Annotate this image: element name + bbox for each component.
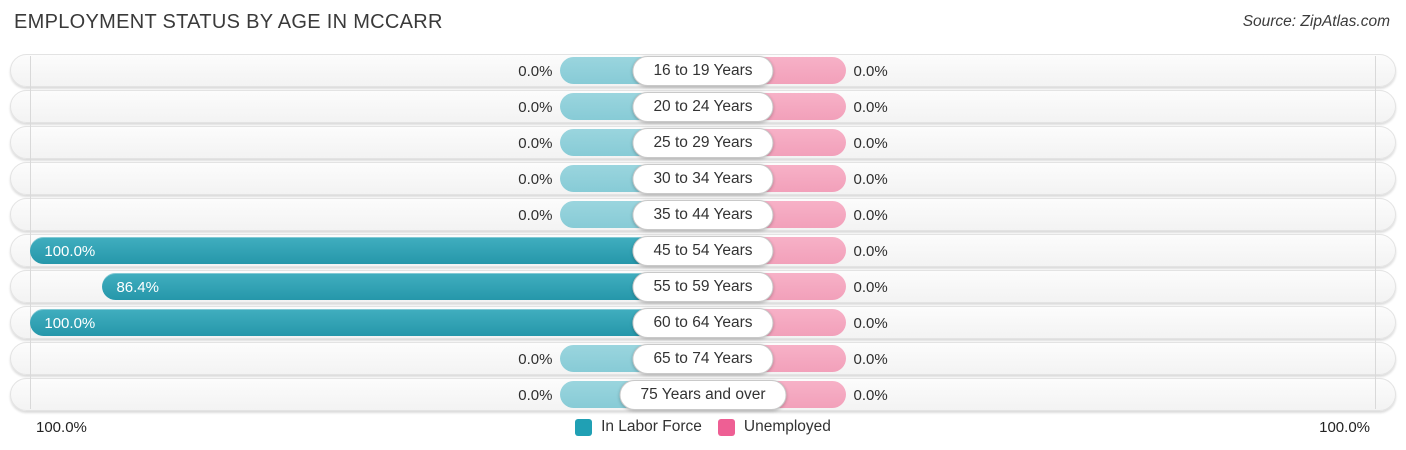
chart-area: 0.0% 0.0% 16 to 19 Years 0.0% 0.0% 20 to 24 Y… [10,54,1396,411]
age-group-label: 75 Years and over [619,380,787,410]
unemployed-value: 0.0% [853,243,888,260]
chart-header: EMPLOYMENT STATUS BY AGE IN MCCARR Sourc… [0,0,1406,54]
in-labor-force-value: 86.4% [116,279,159,296]
age-group-label: 60 to 64 Years [632,308,774,338]
unemployed-value: 0.0% [853,99,888,116]
chart-row: 100.0% 0.0% 45 to 54 Years [10,234,1396,267]
in-labor-force-value: 100.0% [44,243,96,260]
in-labor-force-value: 0.0% [518,387,553,404]
chart-row: 0.0% 0.0% 35 to 44 Years [10,198,1396,231]
age-group-label: 55 to 59 Years [632,272,774,302]
in-labor-force-value: 0.0% [518,135,553,152]
unemployed-value: 0.0% [853,387,888,404]
legend-swatch-unemployed [717,418,735,436]
axis-gridline-left [30,56,31,409]
in-labor-force-value: 0.0% [518,171,553,188]
legend-item-in-labor-force: In Labor Force [575,418,702,436]
chart-row: 86.4% 0.0% 55 to 59 Years [10,270,1396,303]
axis-gridline-right [1375,56,1376,409]
legend-label-in-labor-force: In Labor Force [601,418,702,435]
unemployed-value: 0.0% [853,63,888,80]
unemployed-value: 0.0% [853,315,888,332]
age-group-label: 16 to 19 Years [632,56,774,86]
in-labor-force-value: 100.0% [44,315,96,332]
unemployed-value: 0.0% [853,351,888,368]
age-group-label: 65 to 74 Years [632,344,774,374]
in-labor-force-value: 0.0% [518,99,553,116]
chart-row: 0.0% 0.0% 20 to 24 Years [10,90,1396,123]
age-group-label: 35 to 44 Years [632,200,774,230]
chart-row: 0.0% 0.0% 25 to 29 Years [10,126,1396,159]
chart-row: 100.0% 0.0% 60 to 64 Years [10,306,1396,339]
axis-max-label-right: 100.0% [1319,418,1370,436]
chart-row: 0.0% 0.0% 30 to 34 Years [10,162,1396,195]
page-title: EMPLOYMENT STATUS BY AGE IN MCCARR [14,11,443,33]
in-labor-force-bar [30,237,703,264]
legend-label-unemployed: Unemployed [743,418,831,435]
in-labor-force-bar [102,273,703,300]
axis-max-label-left: 100.0% [36,418,87,436]
chart-row: 0.0% 0.0% 75 Years and over [10,378,1396,411]
chart-row: 0.0% 0.0% 16 to 19 Years [10,54,1396,87]
age-group-label: 30 to 34 Years [632,164,774,194]
legend: In Labor Force Unemployed [575,418,831,436]
legend-item-unemployed: Unemployed [717,418,831,436]
unemployed-value: 0.0% [853,207,888,224]
age-group-label: 25 to 29 Years [632,128,774,158]
chart-rows: 0.0% 0.0% 16 to 19 Years 0.0% 0.0% 20 to 24 Y… [10,54,1396,411]
source-attribution: Source: ZipAtlas.com [1242,13,1390,30]
in-labor-force-value: 0.0% [518,63,553,80]
age-group-label: 20 to 24 Years [632,92,774,122]
chart-footer: 100.0% In Labor Force Unemployed 100.0% [0,411,1406,436]
age-group-label: 45 to 54 Years [632,236,774,266]
unemployed-value: 0.0% [853,171,888,188]
legend-swatch-in-labor-force [575,418,593,436]
chart-row: 0.0% 0.0% 65 to 74 Years [10,342,1396,375]
in-labor-force-bar [30,309,703,336]
unemployed-value: 0.0% [853,279,888,296]
in-labor-force-value: 0.0% [518,351,553,368]
unemployed-value: 0.0% [853,135,888,152]
in-labor-force-value: 0.0% [518,207,553,224]
